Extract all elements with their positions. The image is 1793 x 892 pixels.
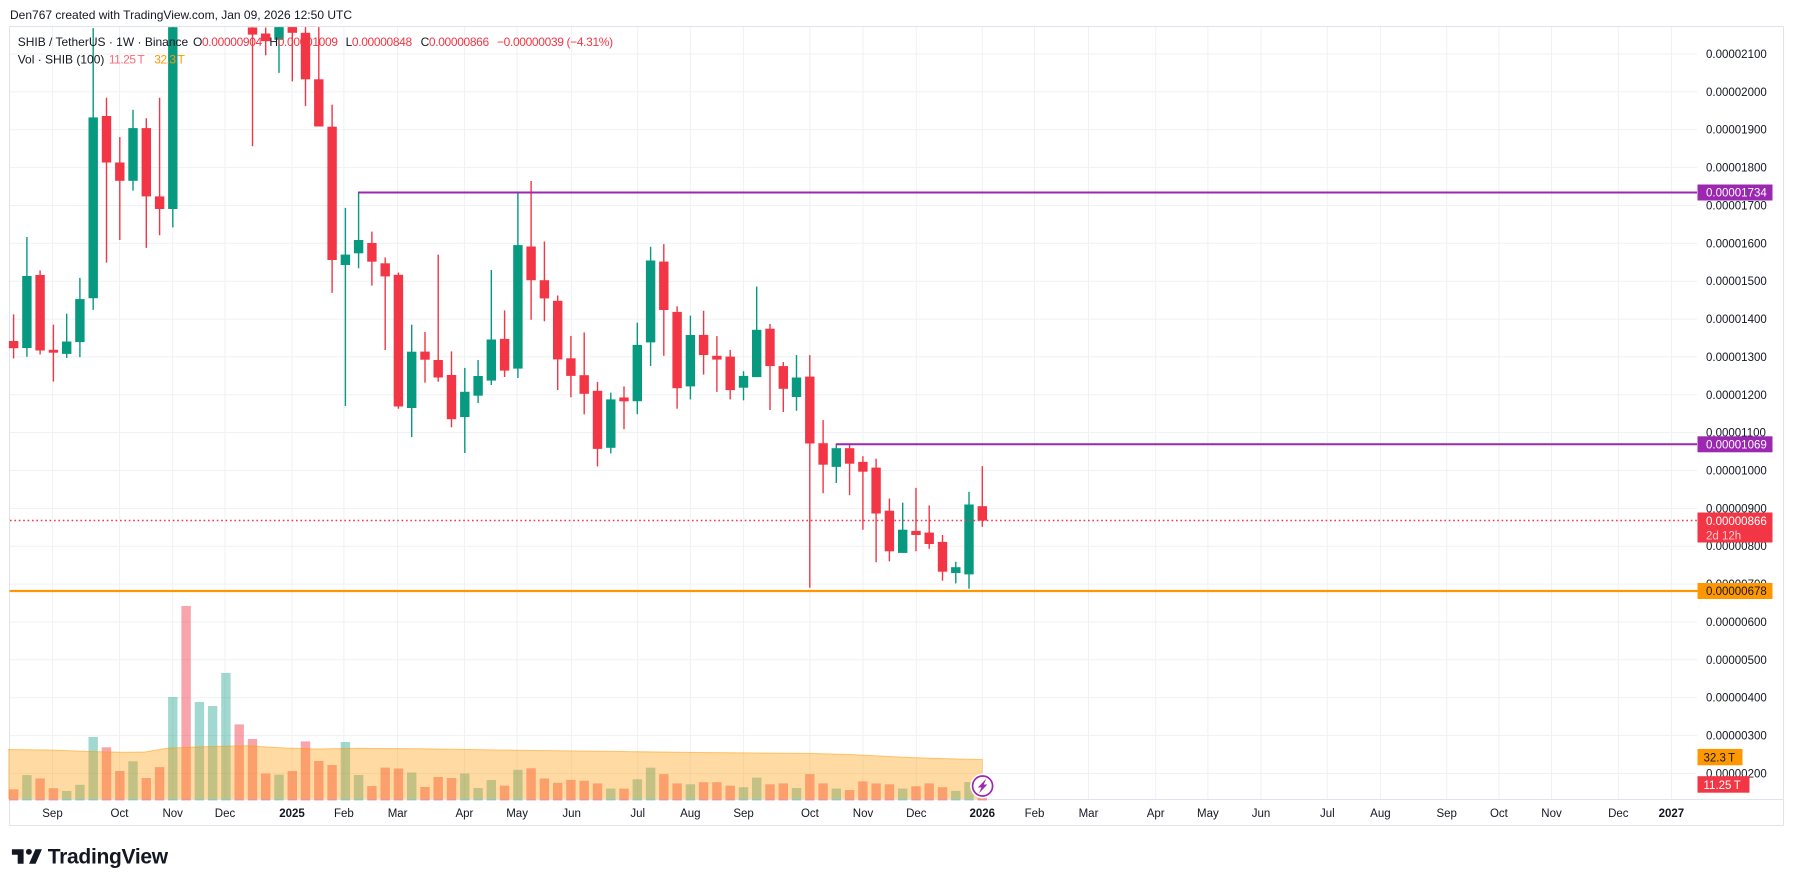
svg-text:0.00002100: 0.00002100 (1706, 49, 1767, 61)
svg-text:32.3 T: 32.3 T (154, 53, 185, 67)
svg-text:H0.00001009: H0.00001009 (269, 35, 338, 49)
svg-text:O0.00000904: O0.00000904 (193, 35, 263, 49)
svg-text:11.25 T: 11.25 T (109, 53, 146, 67)
svg-text:0.00001600: 0.00001600 (1706, 238, 1767, 250)
svg-text:−0.00000039 (−4.31%): −0.00000039 (−4.31%) (497, 35, 613, 49)
svg-text:Sep: Sep (42, 808, 62, 820)
svg-text:Mar: Mar (1079, 808, 1099, 820)
svg-text:Sep: Sep (733, 808, 753, 820)
svg-text:Oct: Oct (1490, 808, 1509, 820)
svg-text:Dec: Dec (906, 808, 927, 820)
svg-text:0.00001000: 0.00001000 (1706, 466, 1767, 478)
svg-text:Jul: Jul (1320, 808, 1335, 820)
svg-text:SHIB / TetherUS · 1W · Binance: SHIB / TetherUS · 1W · Binance (18, 35, 189, 49)
svg-text:0.00000300: 0.00000300 (1706, 731, 1767, 743)
svg-text:2d 12h: 2d 12h (1706, 531, 1741, 543)
svg-text:Nov: Nov (853, 808, 874, 820)
svg-text:0.00000800: 0.00000800 (1706, 541, 1767, 553)
svg-text:11.25 T: 11.25 T (1704, 780, 1741, 792)
svg-text:Mar: Mar (388, 808, 408, 820)
svg-text:Sep: Sep (1436, 808, 1456, 820)
svg-text:Dec: Dec (1608, 808, 1629, 820)
svg-text:TradingView: TradingView (48, 846, 169, 869)
svg-text:0.00001400: 0.00001400 (1706, 314, 1767, 326)
svg-text:Jun: Jun (1252, 808, 1271, 820)
svg-text:L0.00000848: L0.00000848 (346, 35, 413, 49)
svg-text:Oct: Oct (111, 808, 130, 820)
svg-text:Apr: Apr (455, 808, 473, 820)
svg-text:May: May (506, 808, 528, 820)
svg-text:0.00000866: 0.00000866 (1706, 516, 1767, 528)
svg-text:Dec: Dec (215, 808, 236, 820)
svg-text:32.3 T: 32.3 T (1704, 752, 1736, 764)
svg-text:0.00000400: 0.00000400 (1706, 693, 1767, 705)
svg-text:0.00001700: 0.00001700 (1706, 201, 1767, 213)
svg-text:0.00000678: 0.00000678 (1706, 586, 1767, 598)
svg-text:0.00000500: 0.00000500 (1706, 655, 1767, 667)
svg-text:0.00001900: 0.00001900 (1706, 125, 1767, 137)
svg-text:Jun: Jun (562, 808, 581, 820)
svg-text:Jul: Jul (630, 808, 645, 820)
svg-text:Aug: Aug (1370, 808, 1390, 820)
svg-text:Feb: Feb (334, 808, 354, 820)
svg-text:Nov: Nov (162, 808, 183, 820)
svg-text:0.00000900: 0.00000900 (1706, 503, 1767, 515)
svg-text:0.00001800: 0.00001800 (1706, 163, 1767, 175)
svg-text:Aug: Aug (680, 808, 700, 820)
svg-text:Vol · SHIB (100): Vol · SHIB (100) (18, 53, 105, 67)
svg-text:Apr: Apr (1147, 808, 1165, 820)
svg-text:0.00000600: 0.00000600 (1706, 617, 1767, 629)
svg-text:C0.00000866: C0.00000866 (421, 35, 490, 49)
svg-text:2026: 2026 (970, 808, 996, 820)
svg-text:Feb: Feb (1025, 808, 1045, 820)
svg-text:2027: 2027 (1659, 808, 1685, 820)
svg-text:0.00001734: 0.00001734 (1706, 188, 1767, 200)
svg-text:0.00001300: 0.00001300 (1706, 352, 1767, 364)
svg-text:Den767 created with TradingVie: Den767 created with TradingView.com, Jan… (10, 8, 352, 22)
svg-text:0.00001200: 0.00001200 (1706, 390, 1767, 402)
svg-text:0.00001500: 0.00001500 (1706, 276, 1767, 288)
svg-text:Nov: Nov (1541, 808, 1562, 820)
svg-text:May: May (1197, 808, 1219, 820)
svg-text:2025: 2025 (279, 808, 305, 820)
svg-text:0.00001069: 0.00001069 (1706, 439, 1767, 451)
svg-text:0.00002000: 0.00002000 (1706, 87, 1767, 99)
svg-text:Oct: Oct (801, 808, 820, 820)
